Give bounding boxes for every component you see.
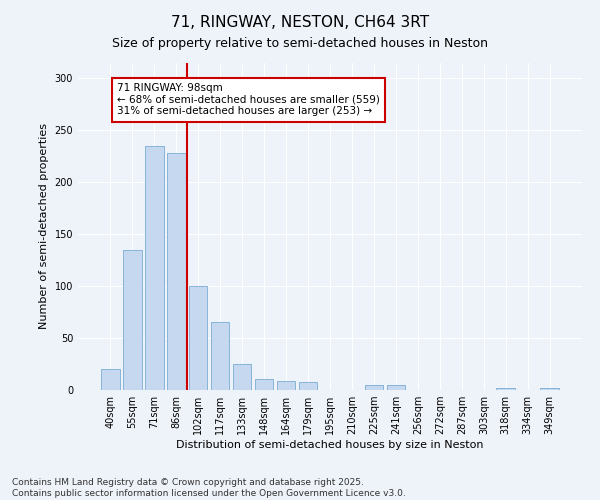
- Bar: [233, 364, 251, 390]
- Bar: [541, 388, 559, 390]
- Bar: [145, 146, 164, 390]
- Bar: [255, 378, 274, 390]
- Bar: [101, 369, 119, 390]
- Bar: [277, 380, 295, 390]
- Text: Size of property relative to semi-detached houses in Neston: Size of property relative to semi-detach…: [112, 38, 488, 51]
- Y-axis label: Number of semi-detached properties: Number of semi-detached properties: [39, 123, 49, 329]
- Bar: [365, 385, 383, 390]
- Text: 71, RINGWAY, NESTON, CH64 3RT: 71, RINGWAY, NESTON, CH64 3RT: [171, 15, 429, 30]
- Text: Contains HM Land Registry data © Crown copyright and database right 2025.
Contai: Contains HM Land Registry data © Crown c…: [12, 478, 406, 498]
- Bar: [211, 322, 229, 390]
- Bar: [123, 250, 142, 390]
- Bar: [167, 153, 185, 390]
- Bar: [189, 286, 208, 390]
- Bar: [386, 385, 405, 390]
- Bar: [299, 382, 317, 390]
- Bar: [496, 388, 515, 390]
- Text: 71 RINGWAY: 98sqm
← 68% of semi-detached houses are smaller (559)
31% of semi-de: 71 RINGWAY: 98sqm ← 68% of semi-detached…: [117, 84, 380, 116]
- X-axis label: Distribution of semi-detached houses by size in Neston: Distribution of semi-detached houses by …: [176, 440, 484, 450]
